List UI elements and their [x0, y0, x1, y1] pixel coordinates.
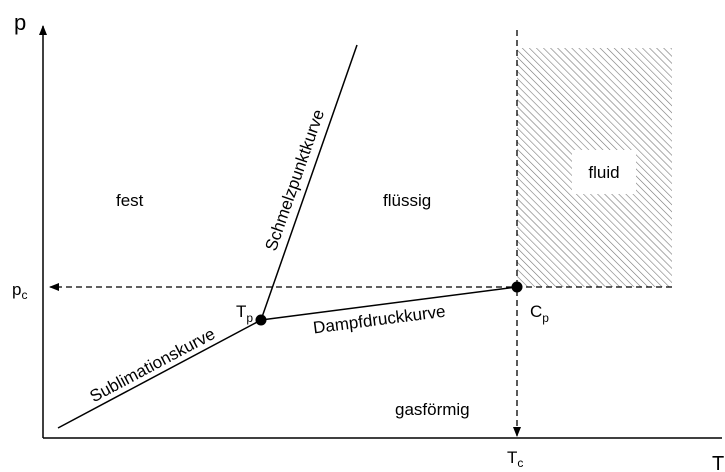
critical-point — [511, 281, 523, 293]
critical-point-label: Cp — [530, 302, 549, 325]
curve-label: Sublimationskurve — [87, 324, 219, 406]
curve-label: Dampfdruckkurve — [312, 302, 447, 338]
tc-label: Tc — [507, 448, 523, 470]
region-label: fluid — [588, 163, 619, 182]
triple-point — [255, 314, 267, 326]
pc-label: pc — [12, 280, 27, 302]
triple-point-label: Tp — [236, 302, 253, 325]
vapor-curve — [260, 286, 518, 321]
y-axis-label: p — [14, 10, 26, 35]
curve-label: Schmelzpunktkurve — [261, 107, 328, 253]
x-axis-label: T — [712, 453, 724, 472]
region-label: gasförmig — [395, 400, 470, 419]
sublimation-curve — [57, 319, 262, 429]
melting-curve — [260, 44, 358, 321]
fluid-label-box — [572, 150, 636, 194]
region-label: flüssig — [383, 191, 431, 210]
region-label: fest — [116, 191, 144, 210]
